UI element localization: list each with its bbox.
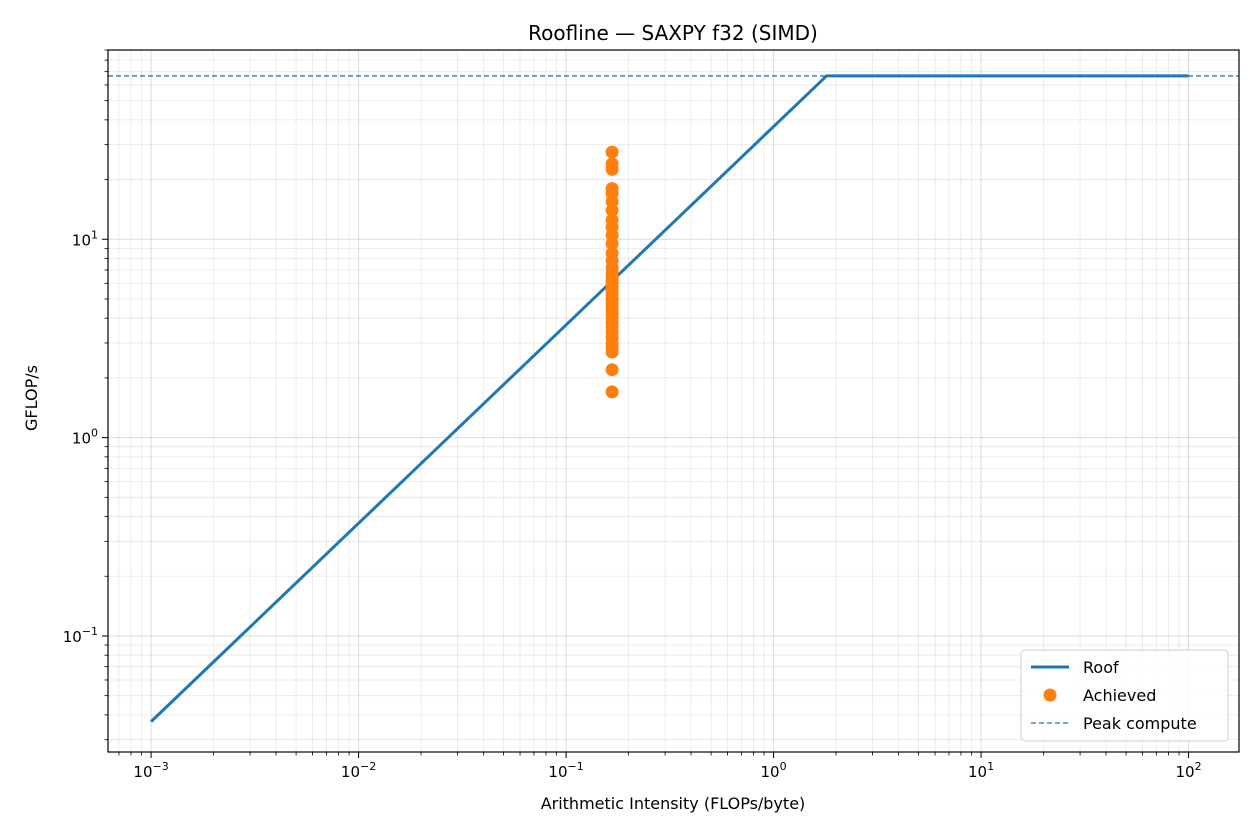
legend-box bbox=[1020, 649, 1229, 742]
x-tick-label: 10−2 bbox=[341, 760, 376, 781]
x-tick-label: 101 bbox=[968, 760, 994, 781]
y-tick-label: 101 bbox=[72, 228, 98, 249]
roof-line bbox=[150, 74, 1189, 723]
plot-frame bbox=[107, 49, 1240, 753]
legend-achieved-swatch bbox=[1043, 688, 1057, 702]
chart-title: Roofline — SAXPY f32 (SIMD) bbox=[528, 21, 818, 45]
achieved-point bbox=[605, 363, 619, 377]
legend-label: Achieved bbox=[1083, 686, 1156, 705]
x-tick-label: 10−1 bbox=[548, 760, 583, 781]
legend-label: Roof bbox=[1083, 658, 1119, 677]
x-tick-label: 100 bbox=[761, 760, 787, 781]
minor-grid bbox=[108, 49, 1239, 752]
achieved-point bbox=[605, 385, 619, 399]
achieved-point bbox=[605, 246, 619, 260]
y-tick-label: 100 bbox=[72, 427, 98, 448]
x-tick-label: 102 bbox=[1176, 760, 1202, 781]
series-layer bbox=[108, 74, 1239, 723]
achieved-point bbox=[605, 213, 619, 227]
x-tick-label: 10−3 bbox=[133, 760, 168, 781]
x-axis-title: Arithmetic Intensity (FLOPs/byte) bbox=[541, 794, 806, 813]
major-grid bbox=[108, 50, 1239, 752]
legend-label: Peak compute bbox=[1083, 714, 1197, 733]
y-tick-label: 10−1 bbox=[63, 625, 98, 646]
x-axis-ticks: 10−3 10−2 10−1 100 101 102 bbox=[133, 760, 1201, 781]
achieved-point bbox=[605, 182, 619, 196]
achieved-point bbox=[605, 157, 619, 171]
achieved-point bbox=[605, 145, 619, 159]
plot-area bbox=[108, 74, 1239, 723]
legend: Roof Achieved Peak compute bbox=[1020, 649, 1229, 742]
axes-layer bbox=[102, 49, 1240, 758]
y-axis-ticks: 10−1 100 101 bbox=[63, 228, 98, 646]
y-axis-title: GFLOP/s bbox=[22, 365, 41, 431]
